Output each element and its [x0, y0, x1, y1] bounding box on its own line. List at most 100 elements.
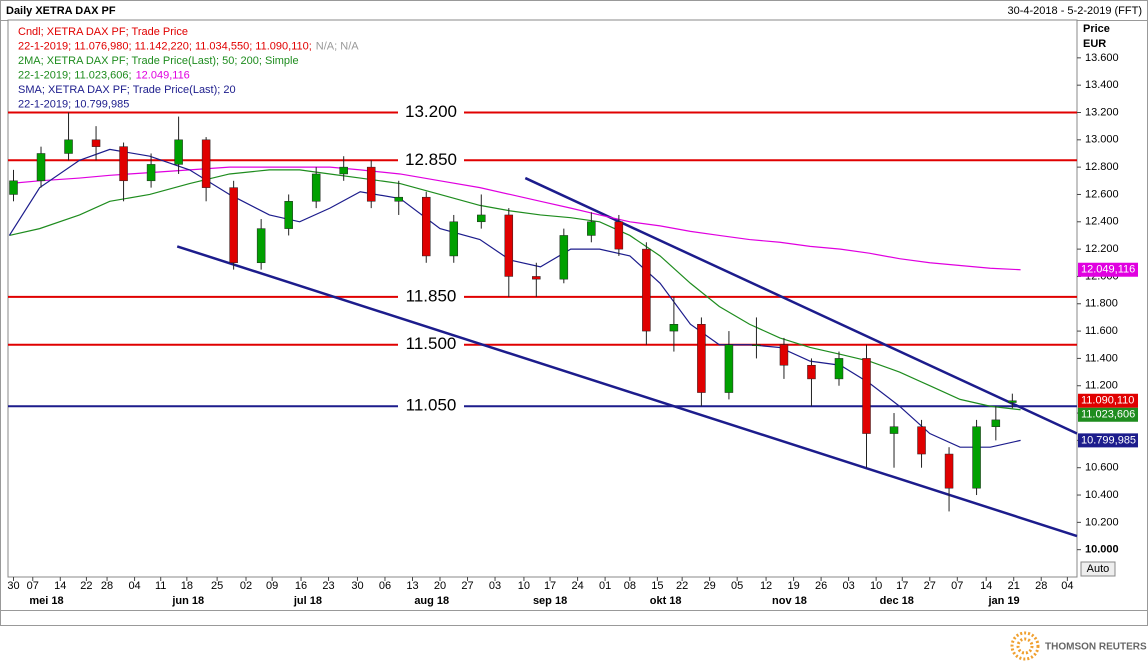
- candle-body: [119, 146, 128, 182]
- candle-body: [779, 344, 789, 366]
- candle-body: [697, 324, 706, 393]
- x-tick-label: 20: [434, 580, 446, 592]
- x-tick-label: 01: [599, 580, 611, 592]
- candle-body: [9, 180, 18, 195]
- x-tick-label: 15: [651, 580, 663, 592]
- level-label: 11.050: [406, 396, 457, 415]
- candle-body: [917, 426, 926, 455]
- candle-body: [752, 344, 761, 346]
- month-label: sep 18: [533, 595, 567, 607]
- x-tick-label: 10: [518, 580, 530, 592]
- legend-line: 22-1-2019; 10.799,985: [18, 98, 129, 110]
- x-tick-label: 17: [544, 580, 556, 592]
- candle-body: [1008, 400, 1017, 403]
- candle-body: [477, 214, 486, 223]
- trend-line: [524, 176, 1078, 435]
- y-axis-unit: EUR: [1083, 38, 1106, 50]
- y-tick-label: 12.800: [1085, 161, 1119, 173]
- month-label: dec 18: [880, 595, 914, 607]
- candle-body: [36, 153, 46, 182]
- candle-body: [504, 214, 514, 277]
- x-tick-label: 08: [624, 580, 636, 592]
- candle-body: [642, 248, 651, 332]
- level-label: 11.500: [406, 334, 457, 353]
- x-tick-label: 03: [489, 580, 501, 592]
- y-tick-label: 13.000: [1085, 134, 1119, 146]
- candle-body: [944, 453, 954, 489]
- value-badge: [1078, 407, 1138, 422]
- x-tick-label: 14: [54, 580, 66, 592]
- candle-body: [807, 364, 816, 380]
- logo: THOMSON REUTERS: [1010, 631, 1147, 661]
- x-tick-label: 10: [870, 580, 882, 592]
- x-tick-label: 23: [322, 580, 334, 592]
- legend-text: 12.049,116: [136, 69, 190, 81]
- level-label: 13.200: [405, 102, 457, 121]
- legend-line: 2MA; XETRA DAX PF; Trade Price(Last); 50…: [18, 55, 299, 67]
- x-tick-label: 16: [295, 580, 307, 592]
- x-tick-label: 07: [951, 580, 963, 592]
- y-tick-label: 12.600: [1085, 188, 1119, 200]
- y-tick-label: 11.800: [1085, 298, 1118, 310]
- x-tick-label: 22: [676, 580, 688, 592]
- month-label: jun 18: [171, 595, 204, 607]
- value-badge-label: 12.049,116: [1081, 264, 1135, 276]
- x-tick-label: 21: [1008, 580, 1020, 592]
- x-tick-label: 07: [27, 580, 39, 592]
- y-tick-label: 11.600: [1085, 325, 1118, 337]
- candle-body: [394, 196, 403, 202]
- level-label-bg: [398, 395, 464, 418]
- value-badge: [1078, 393, 1138, 408]
- x-tick-label: 30: [351, 580, 363, 592]
- level-label-bg: [398, 333, 464, 356]
- value-badge-label: 11.090,110: [1081, 395, 1134, 407]
- auto-button-label[interactable]: Auto: [1087, 563, 1110, 575]
- y-tick-label: 13.200: [1085, 106, 1119, 118]
- legend: Cndl; XETRA DAX PF; Trade Price 22-1-2019…: [18, 26, 359, 111]
- legend-line: 22-1-2019; 11.023,606; 12.049,116: [18, 69, 190, 81]
- x-tick-label: 02: [240, 580, 252, 592]
- value-badge-label: 11.023,606: [1081, 409, 1135, 421]
- x-tick-label: 27: [461, 580, 473, 592]
- candle-body: [366, 166, 376, 202]
- x-tick-label: 25: [211, 580, 223, 592]
- candle-body: [421, 196, 431, 257]
- month-label: jul 18: [293, 595, 322, 607]
- x-tick-label: 27: [924, 580, 936, 592]
- candle-body: [201, 139, 211, 188]
- x-tick-label: 18: [181, 580, 193, 592]
- candle-body: [862, 358, 871, 434]
- moving-average: [9, 166, 1021, 271]
- x-tick-label: 04: [1061, 580, 1073, 592]
- candle-body: [339, 166, 348, 175]
- y-tick-label: 10.000: [1085, 544, 1119, 556]
- x-tick-label: 29: [704, 580, 716, 592]
- candle-body: [724, 344, 734, 393]
- x-tick-label: 06: [379, 580, 391, 592]
- month-label: okt 18: [650, 595, 682, 607]
- x-tick-label: 26: [815, 580, 827, 592]
- y-tick-label: 12.400: [1085, 216, 1119, 228]
- x-tick-label: 09: [266, 580, 278, 592]
- y-tick-label: 10.600: [1085, 462, 1119, 474]
- candle-body: [559, 235, 569, 280]
- candle-body: [889, 426, 899, 434]
- x-tick-label: 22: [80, 580, 92, 592]
- x-tick-label: 05: [731, 580, 743, 592]
- month-label: jan 19: [987, 595, 1019, 607]
- x-tick-label: 24: [571, 580, 583, 592]
- auto-button[interactable]: [1080, 561, 1116, 577]
- logo-mark: [1016, 637, 1034, 655]
- candle-body: [834, 358, 844, 380]
- y-tick-label: 10.400: [1085, 489, 1119, 501]
- legend-line: SMA; XETRA DAX PF; Trade Price(Last); 20: [18, 84, 236, 96]
- candle-body: [284, 201, 293, 229]
- date-range: 30-4-2018 - 5-2-2019 (FFT): [1008, 5, 1143, 17]
- y-tick-label: 13.400: [1085, 79, 1119, 91]
- candle-body: [614, 221, 624, 250]
- x-tick-label: 12: [760, 580, 772, 592]
- legend-text: Cndl; XETRA DAX PF; Trade Price: [18, 26, 188, 38]
- chart-title: Daily XETRA DAX PF: [6, 5, 116, 17]
- candle-body: [587, 221, 596, 236]
- candle-body: [91, 139, 101, 147]
